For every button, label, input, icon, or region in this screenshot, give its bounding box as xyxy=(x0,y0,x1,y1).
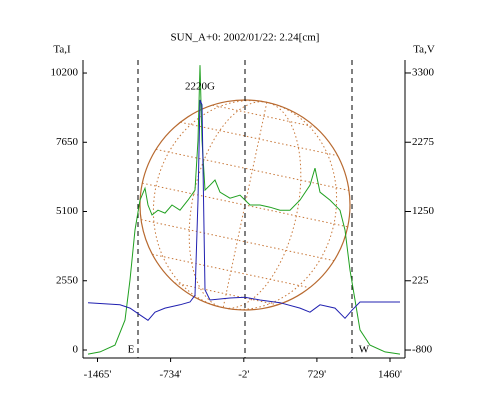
y2-tick-label: 2275 xyxy=(412,136,435,148)
series-line xyxy=(87,99,400,321)
annotation: W xyxy=(359,344,370,356)
x-tick-label: 1460' xyxy=(378,369,402,381)
y-tick-label: 5100 xyxy=(56,205,79,217)
y-tick-label: 0 xyxy=(73,344,79,356)
chart-title: SUN_A+0: 2002/01/22: 2.24[cm] xyxy=(171,32,320,44)
series-line xyxy=(87,65,401,355)
parallel xyxy=(180,121,338,157)
y2-axis-title: Ta,V xyxy=(413,44,435,56)
x-tick-label: -734' xyxy=(160,369,182,381)
annotation: E xyxy=(128,344,135,356)
y2-tick-label: 1250 xyxy=(412,205,435,217)
x-tick-label: 729' xyxy=(308,369,327,381)
y2-tick-label: -800 xyxy=(412,344,433,356)
meridian xyxy=(152,100,338,310)
parallel xyxy=(174,282,278,306)
disk-limb xyxy=(139,99,351,311)
y-tick-label: 7650 xyxy=(56,136,79,148)
annotation: 2220G xyxy=(185,81,215,93)
y2-tick-label: 3300 xyxy=(412,67,435,79)
x-tick-label: -2' xyxy=(238,369,249,381)
y2-tick-label: 225 xyxy=(412,274,429,286)
parallel xyxy=(140,219,335,262)
parallel xyxy=(152,253,310,289)
y-tick-label: 2550 xyxy=(56,274,79,286)
y-tick-label: 10200 xyxy=(51,67,79,79)
y-axis-title: Ta,I xyxy=(53,44,71,56)
x-tick-label: -1465' xyxy=(84,369,112,381)
parallel xyxy=(155,148,350,191)
